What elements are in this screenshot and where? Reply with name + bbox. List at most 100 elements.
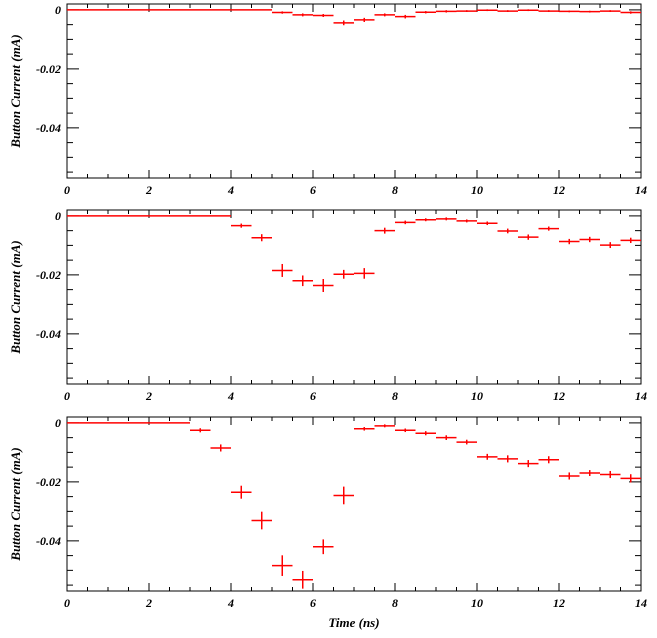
- y-axis-title: Button Current (mA): [8, 34, 23, 148]
- data-point: [395, 14, 416, 19]
- panel-bottom: 0 2 4 6 8 10 12 14 0 -0.02 -0.04 Button Current (mA…: [8, 416, 647, 630]
- y-tick-label: -0.04: [36, 121, 61, 135]
- data-point: [620, 237, 641, 244]
- data-point: [292, 13, 313, 17]
- data-point: [354, 268, 375, 279]
- y-tick-label: 0: [55, 416, 61, 430]
- panel-middle: 0 2 4 6 8 10 12 14 0 -0.02 -0.04 Button Current (mA…: [8, 209, 647, 403]
- x-tick-label: 6: [310, 183, 316, 197]
- data-point: [374, 13, 395, 17]
- data-point: [374, 424, 395, 428]
- data-point: [251, 511, 272, 530]
- y-tick-label: 0: [55, 3, 61, 17]
- data-point: [333, 269, 354, 279]
- data-point: [456, 439, 477, 445]
- data-point: [210, 444, 231, 452]
- data-point: [497, 455, 518, 463]
- y-axis-title: Button Current (mA): [8, 240, 23, 354]
- plot-frame: [66, 416, 642, 592]
- x-tick-label: 14: [635, 183, 647, 197]
- x-tick-label: 8: [392, 389, 398, 403]
- data-point: [538, 226, 559, 231]
- x-tick-label: 12: [553, 389, 565, 403]
- data-point: [620, 11, 641, 14]
- data-point: [579, 236, 600, 243]
- data-point: [518, 9, 539, 12]
- data-point: [313, 539, 334, 555]
- x-tick-label: 6: [310, 389, 316, 403]
- x-tick-label: 10: [471, 389, 483, 403]
- data-point: [231, 223, 252, 228]
- y-tick-label: -0.02: [36, 268, 61, 282]
- x-tick-label: 14: [635, 596, 647, 610]
- x-tick-label: 8: [392, 183, 398, 197]
- x-tick-label: 4: [227, 596, 234, 610]
- y-tick-label: -0.02: [36, 62, 61, 76]
- x-tick-label: 12: [553, 183, 565, 197]
- data-point: [313, 14, 334, 17]
- x-tick-label: 2: [145, 183, 152, 197]
- x-tick-label: 2: [145, 389, 152, 403]
- data-point: [415, 431, 436, 436]
- data-point: [272, 555, 293, 576]
- x-tick-label: 4: [227, 183, 234, 197]
- data-point: [354, 427, 375, 431]
- x-tick-label: 0: [64, 596, 70, 610]
- data-point: [579, 470, 600, 476]
- x-tick-label: 0: [64, 183, 70, 197]
- x-tick-label: 6: [310, 596, 316, 610]
- data-point: [559, 238, 580, 245]
- data-point: [395, 220, 416, 225]
- data-point: [374, 227, 395, 234]
- data-point: [272, 11, 293, 14]
- x-tick-label: 8: [392, 596, 398, 610]
- data-point: [538, 456, 559, 464]
- y-tick-label: 0: [55, 209, 61, 223]
- data-point: [538, 10, 559, 12]
- x-tick-label: 10: [471, 596, 483, 610]
- x-tick-label: 0: [64, 389, 70, 403]
- data-point: [415, 218, 436, 222]
- data-point: [456, 219, 477, 223]
- x-tick-label: 2: [145, 596, 152, 610]
- data-point: [436, 435, 457, 441]
- data-point: [190, 428, 211, 433]
- data-point: [436, 217, 457, 221]
- y-tick-label: -0.02: [36, 475, 61, 489]
- data-point: [477, 221, 498, 226]
- data-point: [333, 20, 354, 26]
- panel-top: 0 2 4 6 8 10 12 14 0 -0.02 -0.04 Button Current (mA…: [8, 3, 647, 197]
- data-point: [518, 234, 539, 240]
- data-point: [395, 428, 416, 433]
- data-point: [600, 10, 621, 12]
- data-point: [251, 234, 272, 242]
- x-axis-title: Time (ns): [328, 615, 379, 630]
- data-point: [354, 17, 375, 22]
- data-point: [272, 263, 293, 277]
- x-tick-label: 12: [553, 596, 565, 610]
- y-axis-title: Button Current (mA): [8, 447, 23, 561]
- y-tick-label: -0.04: [36, 327, 61, 341]
- data-point: [477, 453, 498, 460]
- data-point: [518, 460, 539, 468]
- data-point: [559, 472, 580, 480]
- x-tick-label: 10: [471, 183, 483, 197]
- plot-frame: [66, 3, 642, 179]
- data-point: [292, 570, 313, 589]
- data-point: [600, 242, 621, 249]
- data-point: [292, 275, 313, 287]
- data-point: [559, 10, 580, 13]
- data-point: [497, 10, 518, 12]
- x-tick-label: 4: [227, 389, 234, 403]
- data-point: [313, 279, 334, 292]
- data-point: [620, 474, 641, 483]
- data-point: [436, 10, 457, 13]
- data-point: [579, 10, 600, 13]
- data-point: [477, 9, 498, 12]
- plot-frame: [66, 209, 642, 385]
- x-tick-label: 14: [635, 389, 647, 403]
- data-point: [231, 485, 252, 499]
- y-tick-label: -0.04: [36, 534, 61, 548]
- data-point: [456, 10, 477, 12]
- data-point: [497, 228, 518, 234]
